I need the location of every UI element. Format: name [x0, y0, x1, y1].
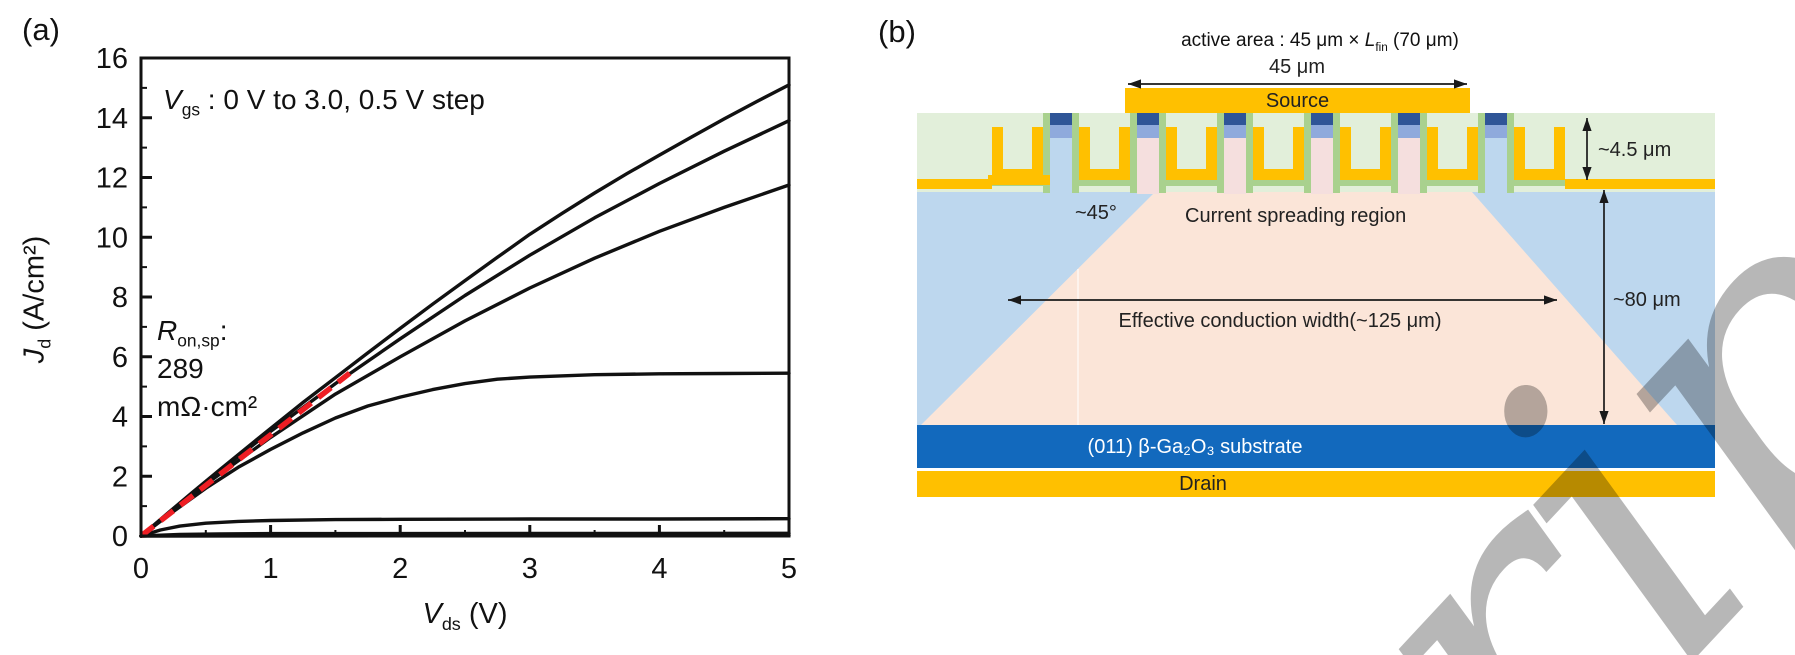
gate-field-strip-right [1565, 179, 1715, 189]
gate-trench-core [1177, 127, 1206, 169]
iv-curve-3 [139, 371, 791, 538]
fin-body [1485, 138, 1507, 194]
x-tick-label: 1 [263, 553, 279, 585]
gate-trench-core [1525, 127, 1554, 169]
fin-body [1137, 138, 1159, 194]
y-tick-label: 14 [96, 103, 128, 135]
gate-trench-core [1003, 127, 1032, 169]
fin-cap-light [1398, 125, 1420, 138]
drain-electrode [917, 471, 1715, 497]
ron-value: 289 [157, 353, 204, 384]
fin-cap-light [1050, 125, 1072, 138]
y-tick-label: 12 [96, 163, 128, 195]
drift-thickness-label: ~80 μm [1613, 289, 1681, 311]
ron-units: mΩ·cm² [157, 391, 258, 422]
gate-trench-core [1090, 127, 1119, 169]
ron-line1: Ron,sp: [157, 315, 228, 351]
substrate-layer [917, 425, 1715, 468]
gate-trench-core [1438, 127, 1467, 169]
arrowhead [1008, 295, 1021, 305]
fin-cap-dark [1224, 113, 1246, 125]
arrowhead [1599, 190, 1609, 203]
vgs-sweep-note: Vgs : 0 V to 3.0, 0.5 V step [163, 84, 485, 120]
gate-trench-liner [1340, 180, 1391, 186]
fin-cap-light [1311, 125, 1333, 138]
y-tick-label: 16 [96, 43, 128, 75]
fin-cap-dark [1485, 113, 1507, 125]
iv-curve-4 [139, 517, 791, 538]
current-spreading-label: Current spreading region [1185, 205, 1407, 227]
epi-thickness-label: ~4.5 μm [1598, 139, 1672, 161]
fin-body [1224, 138, 1246, 194]
spread-angle-label: ~45° [1075, 202, 1117, 224]
gate-trench-liner [1079, 180, 1130, 186]
fin-cap-dark [1050, 113, 1072, 125]
effective-width-label: Effective conduction width(~125 μm) [1118, 310, 1442, 332]
gate-trench-liner [1166, 180, 1217, 186]
arrowhead [1599, 411, 1609, 424]
x-tick-label: 4 [651, 553, 667, 585]
gate-trench-core [1351, 127, 1380, 169]
x-tick-label: 3 [522, 553, 538, 585]
fin-body [1311, 138, 1333, 194]
x-axis-subscript: ds [441, 613, 461, 634]
x-tick-label: 5 [781, 553, 797, 585]
panel-a-chart: 0 1 2 3 4 5 0 2 4 6 8 10 12 14 16 (a) Jd (A/cm²) Vds (… [0, 0, 820, 655]
panel-a-tag: (a) [22, 12, 60, 47]
gate-trench-liner [1253, 180, 1304, 186]
active-area-label: active area : 45 μm × Lfin (70 μm) [1181, 30, 1459, 54]
fin-body [1398, 138, 1420, 194]
spreading-region-seam [1077, 269, 1079, 425]
drain-label: Drain [1179, 473, 1227, 495]
fin-cap-light [1137, 125, 1159, 138]
arrowhead [1544, 295, 1557, 305]
fin-cap-dark [1398, 113, 1420, 125]
x-tick-label: 2 [392, 553, 408, 585]
substrate-label: (011) β-Ga₂O₃ substrate [1087, 436, 1303, 458]
y-tick-label: 0 [112, 521, 128, 553]
y-tick-label: 10 [96, 222, 128, 254]
fin-cap-dark [1311, 113, 1333, 125]
x-axis-units: (V) [460, 598, 508, 630]
arrowhead [1582, 118, 1592, 131]
fin-cap-dark [1137, 113, 1159, 125]
y-tick-label: 4 [112, 402, 128, 434]
source-width-dimension: 45 μm [1269, 56, 1325, 78]
x-axis-symbol: V [422, 598, 442, 630]
y-tick-label: 2 [112, 461, 128, 493]
gate-field-strip-left [917, 179, 992, 189]
y-tick-label: 8 [112, 282, 128, 314]
fin-body [1050, 138, 1072, 194]
x-tick-label: 0 [133, 553, 149, 585]
y-tick-label: 6 [112, 342, 128, 374]
panel-b-tag: (b) [878, 14, 916, 49]
arrowhead [1582, 167, 1592, 180]
fin-cap-light [1224, 125, 1246, 138]
gate-field-strip-step [988, 175, 1050, 185]
ron-annotation: Ron,sp: 289 mΩ·cm² [157, 312, 257, 426]
arrowhead [1128, 79, 1141, 89]
gate-trench-liner [1514, 180, 1565, 186]
gate-trench-core [1264, 127, 1293, 169]
ron-fit-dashed-line [139, 371, 352, 539]
fin-cap-light [1485, 125, 1507, 138]
x-axis-title: Vds (V) [325, 598, 605, 634]
source-label: Source [1265, 90, 1330, 112]
arrowhead [1454, 79, 1467, 89]
source-electrode [1125, 88, 1470, 113]
gate-trench-liner [1427, 180, 1478, 186]
